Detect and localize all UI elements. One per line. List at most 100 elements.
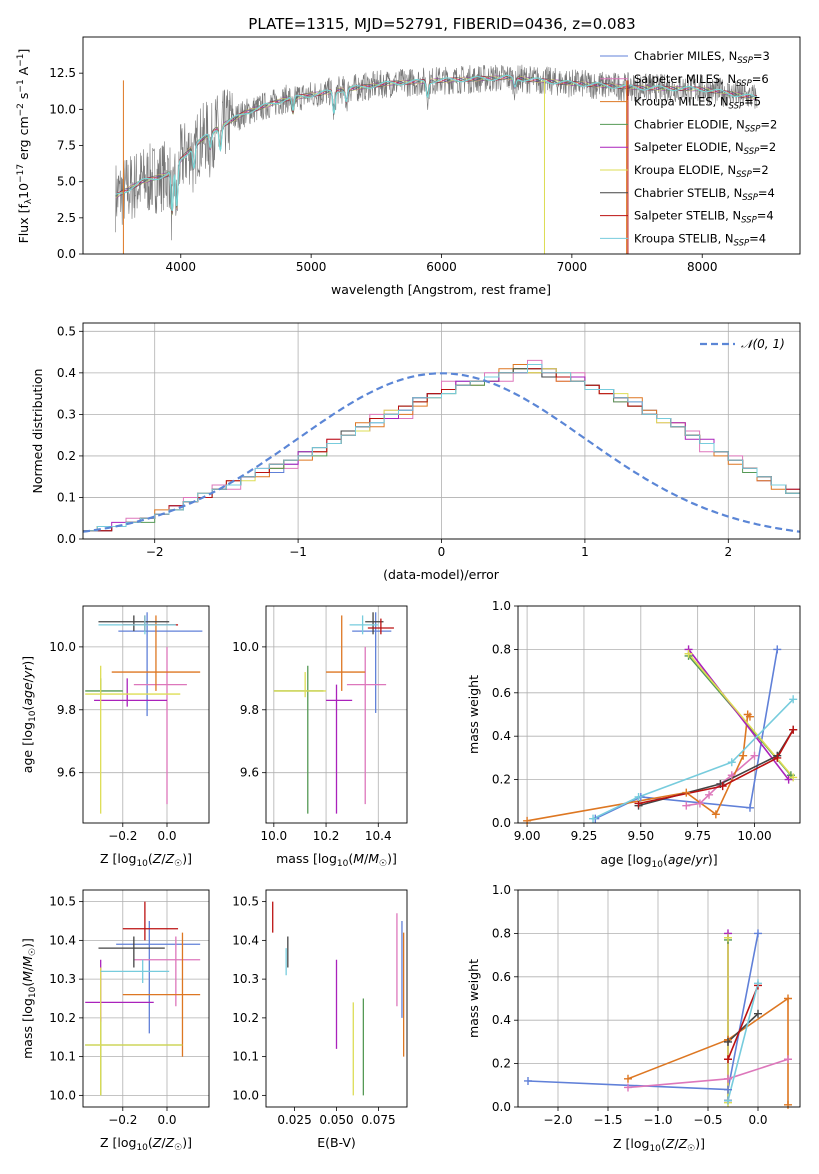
x-tick-label: 10.0 [260,829,287,843]
label-part: ] [16,49,31,54]
y-tick-label: 9.6 [240,766,259,780]
x-tick-label: 2 [724,545,732,559]
label-part: Z [152,1135,162,1150]
y-tick-label: 10.0 [232,640,259,654]
label-part: wavelength [Angstrom, rest frame] [331,282,551,297]
x-tick-label: −0.2 [108,829,137,843]
chart-mass-weight-vs-Z: −2.0 −1.5 −1.0 −0.5 0.0 0.0 0.2 0.4 0.6 0.8 1.0 Z [… [466,883,801,1154]
label-part: 10 [28,986,38,998]
legend-base: Salpeter STELIB, N [634,209,741,223]
x-tick-label: 10.4 [365,829,392,843]
y-tick-label: 10.3 [49,972,76,986]
weight-marker-0 [754,929,762,938]
label-part: / [364,851,369,866]
label-part: −1 [16,54,26,67]
weight-marker-0 [773,645,782,654]
x-tick-label: 7000 [557,260,588,274]
y-tick-label: 12.5 [49,66,76,80]
legend-tail: =4 [758,186,775,200]
weight-marker-8 [589,814,598,823]
axes-frame [82,889,210,1108]
label-part: 10 [16,183,31,199]
figure-title: PLATE=1315, MJD=52791, FIBERID=0436, z=0… [248,15,635,33]
y-tick-label: 10.5 [232,895,259,909]
weight-marker-4 [784,775,793,784]
legend-sub: SSP [736,79,752,89]
weight-marker-2 [745,712,754,721]
y-tick-label: 10.2 [232,1011,259,1025]
x-axis-label: mass [log10(M/M☉)] [276,851,397,869]
chart-mass-vs-EBV: 0.025 0.050 0.075 10.0 10.1 10.2 10.3 10.4 10.5 E… [232,889,408,1150]
histogram-7 [83,368,800,532]
x-tick-label: 0 [438,545,446,559]
label-part: ( [148,851,153,866]
weight-marker-0 [745,803,754,812]
axes-frame [265,889,408,1108]
y-tick-label: 10.4 [49,933,76,947]
label-part: ( [661,1136,666,1151]
y-tick-label: 10.4 [232,933,259,947]
legend-label: 𝒩(0, 1) [741,337,785,351]
legend-label: Kroupa ELODIE, NSSP=2 [634,163,769,180]
y-tick-label: 9.6 [57,766,76,780]
label-part: M [353,851,364,866]
y-tick-label: 0.0 [57,247,76,261]
y-tick-label: 10.0 [49,102,76,116]
weight-line-8 [592,698,794,820]
legend-base: Chabrier ELODIE, N [634,117,745,131]
label-part: age [log [600,852,651,867]
weight-marker-6 [754,1009,762,1018]
legend-tail: =2 [760,117,777,131]
chart-mass-vs-Z: −0.2 0.010.010.110.210.310.410.5Z [log10(… [20,889,210,1153]
label-part: ☉ [174,1143,182,1153]
label-part: ( [20,706,35,711]
legend-label: Chabrier ELODIE, NSSP=2 [634,117,777,134]
weight-marker-7 [724,1055,732,1064]
x-tick-label: 6000 [426,260,457,274]
model-spectrum-8 [115,74,758,212]
y-tick-label: 0.5 [57,324,76,338]
legend-base: Chabrier MILES, N [634,49,737,63]
legend-label: Salpeter ELODIE, NSSP=2 [634,140,776,157]
weight-marker-1 [724,1074,732,1083]
label-part: Normed distribution [30,369,45,494]
x-tick-label: 0.0 [748,1113,767,1127]
y-tick-label: 0.4 [492,1013,511,1027]
y-tick-label: 0.8 [492,642,511,656]
legend-base: Chabrier STELIB, N [634,186,742,200]
label-part: E(B-V) [317,1135,356,1150]
label-part: M [20,971,35,982]
x-tick-label: −1.5 [593,1113,622,1127]
y-tick-label: 0.0 [492,1100,511,1114]
y-tick-label: 0.6 [492,686,511,700]
axes-frame [82,605,210,824]
histogram-8 [83,364,800,532]
legend-tail: =6 [752,72,769,86]
label-part: yr [20,665,35,679]
histogram-5 [83,368,800,532]
weight-marker-0 [724,1085,732,1094]
y-tick-label: 10.1 [49,1050,76,1064]
x-tick-label: −0.5 [693,1113,722,1127]
x-tick-label: −2.0 [543,1113,572,1127]
weight-marker-2 [739,751,748,760]
legend-tail: =5 [744,95,761,109]
weight-marker-1 [682,801,691,810]
y-tick-label: 10.2 [49,1011,76,1025]
y-tick-label: 0.2 [492,773,511,787]
legend-label: Chabrier MILES, NSSP=3 [634,49,770,66]
x-tick-label: 9.75 [684,829,711,843]
label-part: Z [log [100,851,136,866]
weight-marker-5 [684,649,693,658]
y-tick-label: 0.4 [492,729,511,743]
weight-marker-1 [695,799,704,808]
chart-spectrum: 4000 5000 6000 7000 8000 0.0 2.5 5.0 7.5 10.0 12.5… [16,36,801,297]
label-part: ( [663,852,668,867]
legend-sub: SSP [744,147,760,157]
y-tick-label: 0.2 [492,1057,511,1071]
x-tick-label: −1 [289,545,307,559]
weight-line-8 [727,983,759,1101]
label-part: −2 [16,103,26,116]
weight-marker-6 [724,1037,732,1046]
weight-marker-2 [711,810,720,819]
